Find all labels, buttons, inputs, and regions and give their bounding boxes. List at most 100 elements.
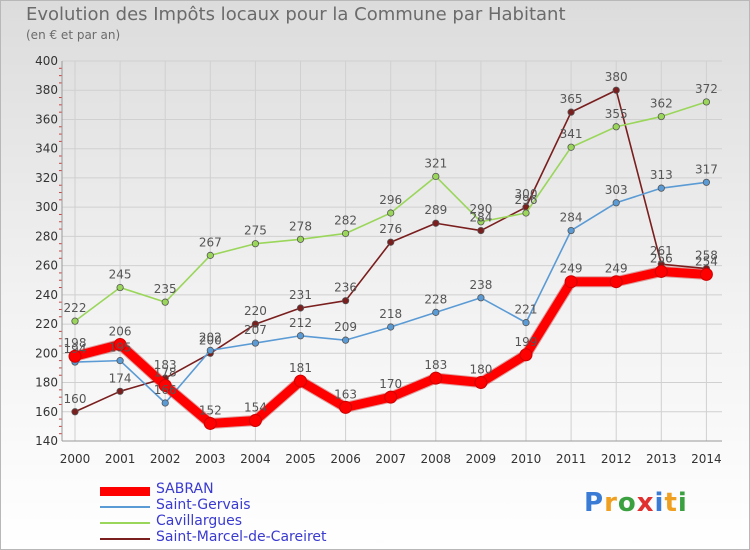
data-point-saint-gervais-2001	[116, 357, 124, 365]
data-label-saint-gervais-2011: 284	[560, 211, 583, 225]
chart-title: Evolution des Impôts locaux pour la Comm…	[26, 4, 566, 25]
x-tick-label-2004: 2004	[240, 452, 271, 466]
data-point-saint-marcel-de-careiret-2009	[477, 226, 485, 235]
data-point-sabran-2002	[158, 378, 172, 392]
data-label-saint-gervais-2008: 228	[424, 292, 447, 306]
legend-swatch-cavillargues	[100, 522, 150, 524]
data-point-sabran-2003	[203, 416, 217, 430]
legend-label-saint-gervais: Saint-Gervais	[156, 497, 251, 513]
data-point-sabran-2012	[609, 275, 623, 289]
data-label-saint-gervais-2010: 221	[515, 303, 538, 317]
data-point-sabran-2013	[654, 264, 668, 278]
data-point-cavillargues-2012	[612, 123, 620, 131]
data-point-cavillargues-2002	[161, 298, 169, 306]
x-tick-label-2003: 2003	[195, 452, 226, 466]
data-point-saint-marcel-de-careiret-2004	[251, 320, 259, 328]
data-label-cavillargues-2006: 282	[334, 213, 357, 227]
data-label-saint-gervais-2000: 194	[64, 342, 87, 356]
data-label-saint-gervais-2009: 238	[469, 278, 492, 292]
legend-label-saint-marcel: Saint-Marcel-de-Careiret	[156, 529, 327, 545]
data-label-cavillargues-2001: 245	[109, 268, 132, 282]
legend-label-cavillargues: Cavillargues	[156, 513, 243, 529]
data-label-cavillargues-2002: 235	[154, 282, 177, 296]
data-point-saint-gervais-2003	[206, 346, 214, 354]
data-point-cavillargues-2001	[116, 283, 124, 292]
data-label-cavillargues-2012: 355	[605, 107, 628, 121]
data-point-sabran-2010	[519, 348, 533, 362]
data-point-saint-gervais-2004	[251, 339, 259, 347]
data-point-cavillargues-2008	[432, 172, 440, 181]
data-label-saint-gervais-2012: 303	[605, 183, 628, 197]
data-label-sabran-2000: 198	[64, 336, 87, 350]
data-label-sabran-2012: 249	[605, 262, 628, 276]
data-label-cavillargues-2005: 278	[289, 219, 312, 233]
logo-letter: t	[664, 488, 678, 518]
x-tick-label-2006: 2006	[330, 452, 361, 466]
data-point-cavillargues-2004	[251, 240, 259, 248]
data-point-cavillargues-2007	[387, 209, 395, 217]
data-point-saint-marcel-de-careiret-2012	[612, 86, 620, 94]
data-point-sabran-2005	[294, 374, 307, 388]
axes: 140 160 180 200 220 240 260 280 300 320 340 360 380 4…	[35, 54, 722, 466]
data-point-saint-marcel-de-careiret-2000	[71, 408, 79, 416]
data-label-saint-gervais-2002: 166	[154, 383, 177, 397]
y-tick-label-220: 220	[35, 317, 58, 331]
data-label-sabran-2013: 256	[650, 251, 673, 265]
data-point-cavillargues-2003	[206, 251, 214, 259]
data-point-saint-gervais-2014	[702, 178, 711, 186]
logo-letter: i	[677, 488, 688, 518]
x-tick-label-2013: 2013	[646, 452, 677, 466]
data-label-saint-marcel-de-careiret-2003: 200	[199, 333, 222, 347]
data-label-sabran-2008: 183	[424, 358, 447, 372]
chart-subtitle: (en € et par an)	[26, 28, 121, 42]
y-tick-label-140: 140	[35, 434, 58, 448]
y-tick-label-160: 160	[35, 405, 58, 419]
data-label-sabran-2006: 163	[334, 387, 357, 401]
data-point-cavillargues-2009	[477, 218, 485, 226]
data-label-cavillargues-2013: 362	[650, 97, 673, 111]
x-tick-label-2014: 2014	[691, 452, 722, 466]
legend-label-sabran: SABRAN	[156, 481, 214, 497]
data-label-cavillargues-2000: 222	[64, 301, 87, 315]
data-point-cavillargues-2010	[522, 209, 530, 217]
data-label-saint-gervais-2001: 195	[109, 341, 132, 355]
data-point-sabran-2007	[384, 390, 398, 404]
data-label-sabran-2001: 206	[109, 325, 132, 339]
data-point-cavillargues-2014	[702, 98, 711, 106]
data-label-cavillargues-2010: 296	[515, 193, 538, 207]
data-label-cavillargues-2004: 275	[244, 224, 267, 238]
data-point-sabran-2008	[429, 371, 443, 385]
data-label-sabran-2010: 199	[515, 335, 538, 349]
data-label-saint-marcel-de-careiret-2004: 220	[244, 304, 267, 318]
y-tick-label-320: 320	[35, 171, 58, 185]
y-tick-label-200: 200	[35, 346, 58, 360]
data-point-cavillargues-2013	[657, 112, 665, 121]
data-label-saint-marcel-de-careiret-2012: 380	[605, 70, 628, 84]
data-label-sabran-2003: 152	[199, 403, 222, 417]
data-point-saint-gervais-2010	[522, 319, 530, 327]
data-label-saint-marcel-de-careiret-2006: 236	[334, 281, 357, 295]
y-tick-label-240: 240	[35, 288, 58, 302]
data-point-saint-gervais-2013	[657, 184, 665, 192]
x-tick-label-2009: 2009	[466, 452, 497, 466]
data-labels: 160 174 183 200 220 231 236 276 289 284 300 365 380 2…	[64, 70, 718, 417]
data-label-saint-marcel-de-careiret-2009: 284	[469, 211, 492, 225]
data-label-saint-marcel-de-careiret-2007: 276	[379, 222, 402, 236]
data-point-sabran-2006	[339, 400, 353, 414]
data-point-saint-marcel-de-careiret-2005	[296, 304, 305, 312]
y-tick-label-280: 280	[35, 229, 58, 243]
data-point-saint-marcel-de-careiret-2011	[567, 108, 575, 116]
data-label-sabran-2011: 249	[560, 262, 583, 276]
data-point-saint-gervais-2005	[296, 332, 305, 340]
data-label-saint-marcel-de-careiret-2000: 160	[64, 392, 87, 406]
legend-swatch-saint-marcel	[100, 538, 150, 540]
y-tick-label-360: 360	[35, 112, 58, 126]
data-point-cavillargues-2006	[341, 229, 350, 238]
x-tick-label-2005: 2005	[285, 452, 316, 466]
data-point-sabran-2014	[699, 267, 713, 281]
data-point-saint-marcel-de-careiret-2006	[341, 297, 350, 305]
x-tick-label-2012: 2012	[601, 452, 632, 466]
data-label-saint-marcel-de-careiret-2005: 231	[289, 288, 312, 302]
